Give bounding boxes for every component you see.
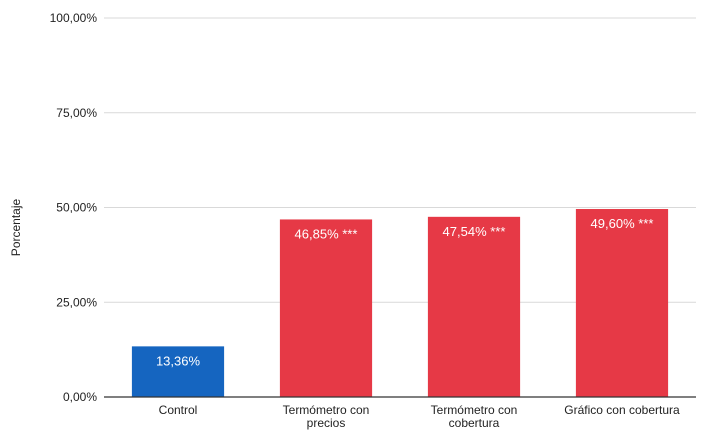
bar bbox=[575, 209, 669, 397]
y-tick-label: 75,00% bbox=[56, 106, 97, 120]
bar bbox=[279, 219, 373, 397]
data-labels: 13,36% 46,85% *** 47,54% *** 49,60% *** bbox=[156, 216, 653, 368]
bars bbox=[131, 209, 669, 397]
data-label: 47,54% *** bbox=[443, 224, 506, 239]
x-tick-labels: Control Termómetro con precios Termómetro c… bbox=[159, 403, 680, 430]
x-tick-label: Termómetro con precios bbox=[283, 403, 370, 430]
y-tick-label: 25,00% bbox=[56, 295, 97, 309]
x-tick-label: Termómetro con cobertura bbox=[431, 403, 518, 430]
y-tick-label: 100,00% bbox=[50, 11, 98, 25]
y-tick-labels: 0,00% 25,00% 50,00% 75,00% 100,00% bbox=[50, 11, 98, 404]
bar bbox=[427, 216, 521, 397]
data-label: 13,36% bbox=[156, 353, 201, 368]
x-tick-label: Gráfico con cobertura bbox=[564, 403, 680, 417]
y-axis-label: Porcentaje bbox=[9, 198, 23, 256]
data-label: 46,85% *** bbox=[295, 226, 358, 241]
bar bbox=[131, 346, 225, 397]
y-tick-label: 50,00% bbox=[56, 201, 97, 215]
x-tick-label: Control bbox=[159, 403, 198, 417]
data-label: 49,60% *** bbox=[591, 216, 654, 231]
y-tick-label: 0,00% bbox=[63, 390, 97, 404]
